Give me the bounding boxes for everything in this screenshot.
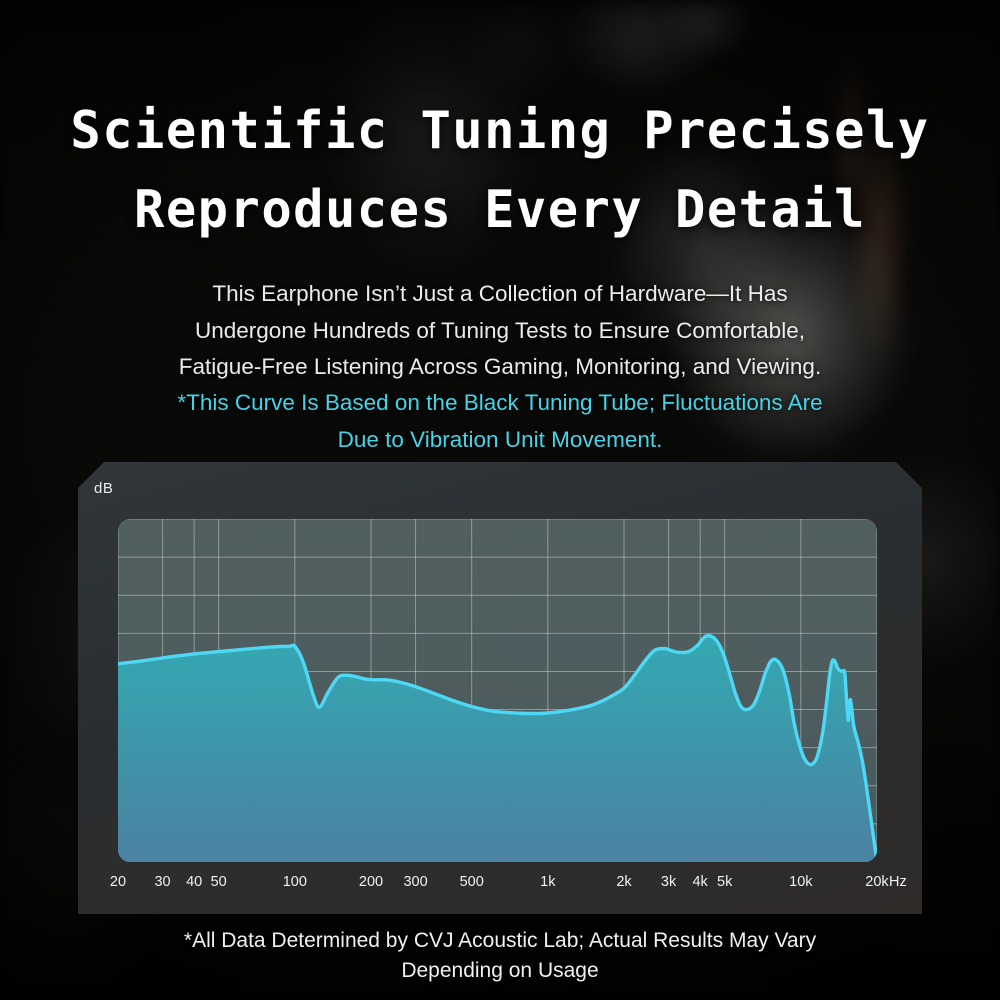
x-axis-tick-3k: 3k — [660, 874, 677, 890]
x-axis-tick-20k: 20k — [865, 874, 889, 890]
x-axis-tick-100: 100 — [282, 874, 307, 890]
frequency-response-svg — [118, 519, 877, 862]
x-axis-tick-30: 30 — [154, 874, 171, 890]
x-axis-unit-label: Hz — [889, 874, 907, 890]
x-axis-tick-50: 50 — [210, 874, 227, 890]
x-axis-tick-20: 20 — [109, 874, 127, 890]
frequency-response-chart-panel: dB 7580859095100105110115120 20304050100… — [78, 462, 922, 914]
page-title-line-2: Reproduces Every Detail — [134, 180, 866, 241]
subheading-highlight-line-1: *This Curve Is Based on the Black Tuning… — [177, 390, 823, 416]
subheading-highlight-line-2: Due to Vibration Unit Movement. — [337, 426, 663, 452]
x-axis-tick-40: 40 — [186, 874, 203, 890]
x-axis-tick-4k: 4k — [692, 874, 708, 890]
subheading-line-2: Undergone Hundreds of Tuning Tests to En… — [195, 317, 805, 343]
x-axis-tick-1k: 1k — [540, 874, 556, 890]
x-axis-tick-500: 500 — [459, 874, 484, 890]
subheading-line-3: Fatigue-Free Listening Across Gaming, Mo… — [178, 353, 822, 379]
chart-plot-area — [118, 519, 877, 862]
y-axis-unit-label: dB — [94, 480, 114, 497]
disclaimer-footnote: *All Data Determined by CVJ Acoustic Lab… — [0, 926, 1000, 986]
x-axis-tick-10k: 10k — [789, 874, 813, 890]
subheading-paragraph: This Earphone Isn’t Just a Collection of… — [0, 276, 1000, 458]
disclaimer-line-2: Depending on Usage — [401, 958, 599, 982]
disclaimer-line-1: *All Data Determined by CVJ Acoustic Lab… — [183, 929, 817, 952]
x-axis-tick-5k: 5k — [717, 874, 733, 890]
page-title-line-1: Scientific Tuning Precisely — [70, 101, 930, 161]
subheading-line-1: This Earphone Isn’t Just a Collection of… — [212, 281, 788, 307]
page-title: Scientific Tuning Precisely Reproduces E… — [15, 0, 985, 250]
x-axis-tick-2k: 2k — [616, 874, 632, 890]
x-axis-tick-200: 200 — [358, 874, 384, 890]
x-axis-tick-300: 300 — [403, 874, 428, 890]
